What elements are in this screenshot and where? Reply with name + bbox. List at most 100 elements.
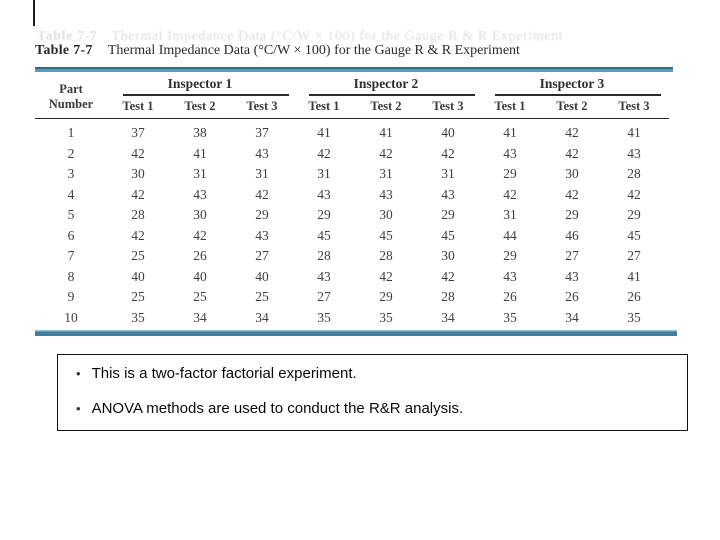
value-cell: 42: [379, 145, 393, 161]
value-cell: 42: [131, 227, 145, 243]
value-cell: 25: [255, 289, 269, 305]
ghost-title: Table 7-7 Thermal Impedance Data (°C/W × …: [37, 29, 697, 45]
bullet-text: This is a two-factor factorial experimen…: [91, 365, 357, 382]
value-cell: 43: [441, 186, 455, 202]
value-cell: 31: [317, 166, 331, 182]
test-header-row: Test 1 Test 2 Test 3: [293, 99, 479, 114]
value-cell: 31: [379, 166, 393, 182]
table-row: 1 37 38 37 41 41 40 41 42 41: [35, 123, 675, 144]
part-number-cell: 10: [64, 309, 78, 325]
data-table: Table 7-7 Thermal Impedance Data (°C/W × …: [35, 43, 677, 336]
value-cell: 43: [317, 186, 331, 202]
table-title-text: Thermal Impedance Data (°C/W × 100) for …: [107, 43, 520, 58]
ghost-title-label: Table 7-7: [37, 29, 98, 44]
part-number-cell: 5: [67, 207, 75, 223]
part-number-header: Part Number: [35, 76, 107, 114]
value-cell: 41: [317, 125, 331, 141]
test-header-cell: Test 1: [122, 98, 154, 113]
value-cell: 25: [193, 289, 207, 305]
value-cell: 43: [255, 145, 269, 161]
value-cell: 29: [317, 207, 331, 223]
table-row: 9 25 25 25 27 29 28 26 26 26: [35, 287, 675, 308]
value-cell: 31: [255, 166, 269, 182]
value-cell: 28: [317, 248, 331, 264]
value-cell: 41: [627, 125, 641, 141]
value-cell: 43: [565, 268, 579, 284]
value-cell: 46: [565, 227, 579, 243]
value-cell: 42: [255, 186, 269, 202]
value-cell: 29: [379, 289, 393, 305]
part-header-line1: Part: [59, 82, 83, 96]
bullet-item: • ANOVA methods are used to conduct the …: [76, 399, 687, 418]
value-cell: 40: [441, 125, 455, 141]
value-cell: 42: [441, 145, 455, 161]
value-cell: 45: [441, 227, 455, 243]
value-cell: 25: [131, 248, 145, 264]
value-cell: 43: [193, 186, 207, 202]
value-cell: 42: [503, 186, 517, 202]
table-row: 2 42 41 43 42 42 42 43 42 43: [35, 144, 675, 165]
value-cell: 45: [379, 227, 393, 243]
table-row: 10 35 34 34 35 35 34 35 34 35: [35, 308, 675, 329]
inspector-group: Inspector 2 Test 1 Test 2 Test 3: [293, 76, 479, 114]
value-cell: 29: [565, 207, 579, 223]
part-number-cell: 3: [67, 166, 75, 182]
part-number-cell: 4: [67, 186, 75, 202]
value-cell: 45: [317, 227, 331, 243]
table-row: 4 42 43 42 43 43 43 42 42 42: [35, 185, 675, 206]
value-cell: 42: [131, 186, 145, 202]
inspector-underline: [123, 94, 289, 96]
value-cell: 42: [627, 186, 641, 202]
value-cell: 29: [627, 207, 641, 223]
test-header-cell: Test 3: [432, 98, 464, 113]
test-header-row: Test 1 Test 2 Test 3: [479, 99, 665, 114]
value-cell: 26: [627, 289, 641, 305]
inspector-group: Inspector 3 Test 1 Test 2 Test 3: [479, 76, 665, 114]
value-cell: 35: [627, 309, 641, 325]
bullet-icon: •: [76, 366, 81, 381]
value-cell: 45: [627, 227, 641, 243]
value-cell: 29: [441, 207, 455, 223]
test-header-cell: Test 3: [246, 98, 278, 113]
ghost-title-text: Thermal Impedance Data (°C/W × 100) for …: [111, 29, 564, 44]
table-row: 7 25 26 27 28 28 30 29 27 27: [35, 246, 675, 267]
value-cell: 25: [131, 289, 145, 305]
value-cell: 43: [503, 268, 517, 284]
value-cell: 35: [503, 309, 517, 325]
value-cell: 35: [131, 309, 145, 325]
value-cell: 37: [131, 125, 145, 141]
value-cell: 27: [317, 289, 331, 305]
value-cell: 30: [441, 248, 455, 264]
value-cell: 28: [441, 289, 455, 305]
value-cell: 34: [565, 309, 579, 325]
value-cell: 42: [565, 186, 579, 202]
value-cell: 38: [193, 125, 207, 141]
value-cell: 26: [503, 289, 517, 305]
value-cell: 31: [441, 166, 455, 182]
value-cell: 41: [503, 125, 517, 141]
value-cell: 27: [565, 248, 579, 264]
value-cell: 40: [193, 268, 207, 284]
value-cell: 30: [565, 166, 579, 182]
value-cell: 30: [193, 207, 207, 223]
test-header-cell: Test 1: [494, 98, 526, 113]
value-cell: 40: [255, 268, 269, 284]
value-cell: 42: [441, 268, 455, 284]
part-number-cell: 7: [67, 248, 75, 264]
value-cell: 28: [131, 207, 145, 223]
value-cell: 43: [379, 186, 393, 202]
value-cell: 34: [193, 309, 207, 325]
test-header-cell: Test 2: [184, 98, 216, 113]
test-header-row: Test 1 Test 2 Test 3: [107, 99, 293, 114]
part-number-cell: 2: [67, 145, 75, 161]
value-cell: 37: [255, 125, 269, 141]
value-cell: 29: [255, 207, 269, 223]
value-cell: 29: [503, 248, 517, 264]
header-groups: Inspector 1 Test 1 Test 2 Test 3 Inspector 2…: [107, 76, 665, 114]
value-cell: 27: [627, 248, 641, 264]
inspector-underline: [309, 94, 475, 96]
inspector-label: Inspector 1: [167, 76, 233, 91]
value-cell: 42: [317, 145, 331, 161]
value-cell: 40: [131, 268, 145, 284]
value-cell: 34: [255, 309, 269, 325]
